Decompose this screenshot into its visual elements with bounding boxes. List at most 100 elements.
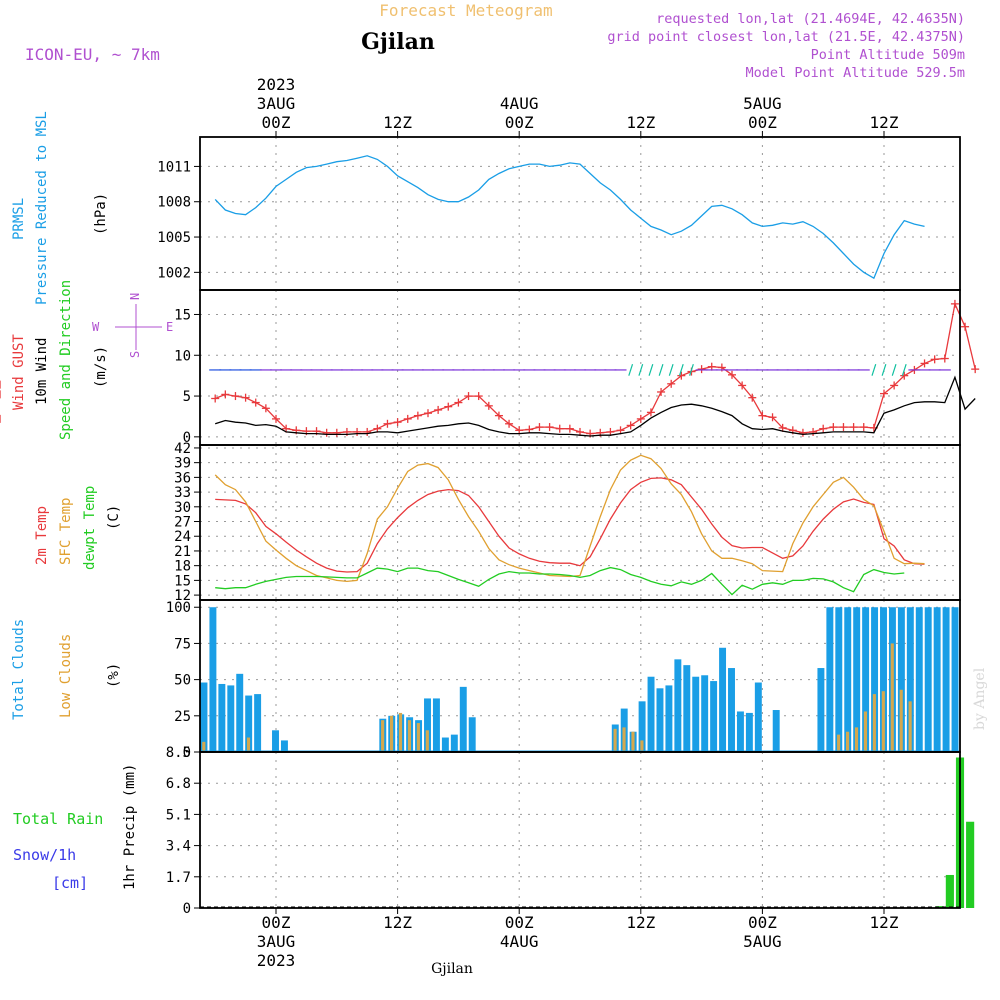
gust-marker — [646, 408, 655, 417]
total-cloud-bar — [924, 607, 932, 752]
time-label: 00Z — [748, 113, 777, 132]
total-cloud-bar — [754, 682, 762, 752]
gust-marker — [555, 424, 564, 433]
point-altitude: Point Altitude 509m — [811, 47, 965, 63]
gust-marker — [444, 402, 453, 411]
rain-bar — [966, 821, 975, 908]
wind-arrow — [668, 364, 674, 376]
wind-arrow — [901, 364, 907, 376]
gust-marker — [961, 322, 970, 331]
wind-arrow — [881, 364, 887, 376]
y-tick-label: 8.5 — [166, 745, 191, 761]
total-cloud-bar — [656, 688, 664, 752]
low-cloud-bar — [640, 740, 644, 752]
total-cloud-bar — [683, 665, 691, 752]
y-tick-label: 0 — [183, 430, 191, 446]
model-label: ICON-EU, ~ 7km — [25, 45, 160, 64]
low-cloud-bar — [837, 734, 841, 752]
panel-clouds: 0 25 50 75 100 — [166, 599, 961, 761]
total-cloud-bar — [280, 740, 288, 752]
total-cloud-bar — [906, 607, 914, 752]
time-label: 12Z — [383, 913, 412, 932]
total-cloud-bar — [459, 686, 467, 752]
total-clouds-label: Total Clouds — [11, 619, 27, 720]
pressure-unit: (hPa) — [93, 193, 109, 235]
total-cloud-bar — [254, 694, 262, 752]
y-tick-label: 1005 — [157, 230, 191, 246]
gust-marker — [211, 394, 220, 403]
gust-marker — [272, 414, 280, 423]
wind-arrow — [689, 364, 694, 376]
total-cloud-bar — [826, 607, 834, 752]
footer-location: Gjilan — [431, 961, 473, 977]
total-cloud-bar — [218, 683, 226, 752]
gust-marker — [950, 299, 959, 308]
total-cloud-bar — [674, 659, 682, 752]
total-cloud-bar — [245, 695, 253, 752]
model-altitude: Model Point Altitude 529.5m — [746, 65, 965, 81]
gust-marker — [839, 423, 848, 432]
gust-marker — [565, 424, 574, 433]
time-label: 4AUG — [500, 94, 539, 113]
pressure-line — [214, 155, 925, 280]
dewpt-label: dewpt Temp — [82, 486, 98, 570]
pressure-label-prmsl: PRMSL — [11, 198, 27, 240]
wind-arrow — [891, 364, 897, 376]
panel-frame — [199, 136, 961, 291]
total-cloud-bar — [710, 681, 718, 752]
total-cloud-bar — [880, 607, 887, 752]
time-label: 12Z — [870, 913, 899, 932]
product-title: Forecast Meteogram — [379, 1, 552, 20]
total-cloud-bar — [853, 607, 861, 752]
gust-marker — [454, 398, 463, 407]
pressure-label-msl: Pressure Reduced to MSL — [34, 111, 50, 305]
gust-marker — [363, 427, 372, 436]
y-tick-label: 50 — [174, 673, 191, 689]
panel-frame — [199, 289, 961, 446]
gust-marker — [251, 398, 260, 407]
gust-marker — [738, 381, 747, 390]
gust-marker — [829, 423, 838, 432]
precip-axis-label: 1hr Precip (mm) — [122, 764, 138, 890]
gust-marker — [221, 390, 230, 399]
y-tick-label: 100 — [166, 600, 191, 616]
panel-pressure: 1002 1005 1008 1011 — [157, 136, 961, 291]
y-tick-label: 21 — [174, 544, 191, 560]
time-label: 12Z — [870, 113, 899, 132]
compass-e: E — [166, 320, 173, 334]
y-tick-label: 5 — [183, 389, 191, 405]
total-cloud-bar — [701, 675, 709, 752]
wind-arrow — [638, 364, 644, 376]
gust-marker — [494, 411, 503, 420]
gust-marker — [819, 424, 828, 433]
gust-marker — [383, 419, 392, 428]
grid-point: grid point closest lon,lat (21.5E, 42.43… — [607, 29, 965, 45]
y-tick-label: 1.7 — [166, 870, 191, 886]
gust-marker — [332, 428, 341, 437]
y-tick-label: 6.8 — [166, 776, 191, 792]
compass-n: N — [128, 293, 142, 300]
rain-bar — [945, 874, 954, 908]
precip-labels: Total Rain Snow/1h [cm] 1hr Precip (mm) — [13, 764, 138, 892]
low-cloud-bar — [398, 712, 403, 752]
wind-arrow — [678, 364, 684, 376]
rain-bar — [935, 906, 944, 908]
total-cloud-bar — [236, 673, 244, 752]
wind-arrow — [648, 364, 654, 376]
total-cloud-bar — [915, 607, 923, 752]
y-tick-label: 18 — [174, 559, 191, 575]
time-label: 5AUG — [743, 94, 782, 113]
time-label: 12Z — [626, 113, 655, 132]
total-cloud-bar — [272, 730, 279, 752]
gust-marker — [505, 419, 514, 428]
wind-unit: (m/s) — [93, 346, 109, 388]
y-tick-label: 1011 — [157, 159, 191, 175]
total-cloud-bar — [647, 676, 655, 752]
total-cloud-bar — [844, 607, 852, 752]
sfc-line — [214, 454, 925, 583]
total-cloud-bar — [450, 734, 458, 752]
time-label: 3AUG — [257, 932, 296, 951]
gust-marker — [464, 392, 473, 401]
total-cloud-bar — [227, 685, 235, 752]
